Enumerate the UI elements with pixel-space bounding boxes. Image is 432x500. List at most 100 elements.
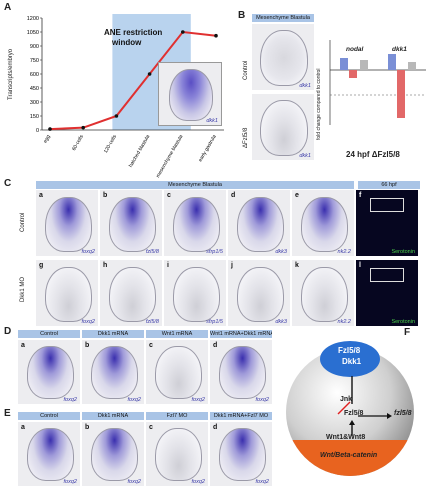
gene-label: nk2.2	[337, 319, 351, 325]
data-point	[214, 33, 218, 38]
embryo	[155, 428, 202, 481]
gene-label: foxq2	[81, 249, 95, 255]
gene-label: sfrp1/5	[206, 249, 223, 255]
serotonin-box	[370, 198, 404, 212]
gene-label: fzl5/8	[145, 249, 159, 255]
embryo-image-c: c foxq2	[146, 422, 208, 486]
embryo-image-c: c sfrp1/5	[164, 190, 226, 256]
sub-label: h	[103, 262, 108, 269]
sub-label: e	[295, 192, 299, 199]
panel-f-diagram	[286, 341, 414, 476]
embryo-image-b: b foxq2	[82, 340, 144, 404]
sub-label: l	[359, 262, 361, 269]
column-title: Dkk1 mRNA	[82, 412, 144, 420]
legend-dkk1: dkk1	[392, 46, 407, 53]
panel-f-jnk: Jnk	[340, 396, 353, 403]
panel-f-fzl58-gene: fzl5/8	[394, 410, 412, 417]
bar-nodal-fzl	[349, 70, 357, 78]
gene-label: foxq2	[81, 319, 95, 325]
embryo	[27, 346, 74, 399]
gene-label: foxq2	[255, 397, 269, 403]
panel-b-gene-1: dkk1	[299, 83, 311, 89]
column-title: Wnt1 mRNA+Dkk1 mRNA	[210, 330, 272, 338]
series-line	[49, 30, 217, 131]
column-title: Wnt1 mRNA	[146, 330, 208, 338]
embryo-image-h: h fzl5/8	[100, 260, 162, 326]
panel-a-inset: dkk1	[158, 62, 222, 126]
embryo-image-a: a foxq2	[18, 422, 80, 486]
embryo-image-c: c foxq2	[146, 340, 208, 404]
gene-label: nk2.2	[337, 249, 351, 255]
window-label-line1: ANE restriction	[104, 28, 163, 37]
panel-b-chart-ylabel: fold change compared to control	[316, 68, 322, 140]
bar-dkk1-ref	[408, 62, 416, 70]
panel-c-header: Mesenchyme Blastula	[36, 181, 354, 189]
sub-label: a	[21, 424, 25, 431]
embryo-image-b: b fzl5/8	[100, 190, 162, 256]
sub-label: c	[167, 192, 171, 199]
embryo-image-i: i sfrp1/5	[164, 260, 226, 326]
embryo	[173, 197, 220, 252]
ane-domain	[320, 341, 380, 377]
y-tick-label: 1200	[27, 16, 39, 22]
x-tick-label: 120-cells	[103, 134, 118, 155]
gene-label: foxq2	[191, 479, 205, 485]
inset-gene-label: dkk1	[206, 118, 218, 124]
data-point	[114, 114, 119, 118]
panel-c-row1-label: Control	[20, 212, 26, 232]
gene-label: foxq2	[127, 397, 141, 403]
panel-c-letter: C	[4, 178, 12, 189]
data-point	[48, 127, 52, 131]
legend-nodal: nodal	[346, 46, 364, 53]
embryo	[27, 428, 74, 481]
x-tick-label: early gastrula	[198, 134, 218, 163]
y-tick-label: 600	[30, 72, 39, 78]
embryo	[91, 428, 138, 481]
column-title: Dkk1 mRNA+Fzl7 MO	[210, 412, 272, 420]
sub-label: b	[85, 424, 90, 431]
gene-label: Serotonin	[391, 319, 415, 325]
x-tick-label: mesenchyme blastula	[155, 134, 184, 179]
panel-b-fzl-image: dkk1	[252, 94, 314, 160]
embryo	[219, 428, 266, 481]
embryo-image-e: e nk2.2	[292, 190, 354, 256]
sub-label: b	[103, 192, 108, 199]
data-point	[181, 30, 185, 34]
sub-label: d	[213, 342, 218, 349]
x-tick-label: egg	[42, 134, 51, 144]
panel-f-fzl58: Fzl5/8	[344, 410, 364, 417]
embryo	[45, 267, 92, 322]
panel-b-letter: B	[238, 10, 246, 21]
embryo	[45, 197, 92, 252]
sub-label: a	[21, 342, 25, 349]
embryo	[301, 197, 348, 252]
embryo-image-d: d foxq2	[210, 340, 272, 404]
gene-label: sfrp1/5	[206, 319, 223, 325]
panel-c-header-66hpf: 66 hpf	[358, 181, 420, 189]
column-title: Control	[18, 330, 80, 338]
panel-f-wnt: Wnt1&Wnt8	[326, 434, 366, 441]
bar-dkk1-control	[388, 54, 396, 70]
gene-label: Serotonin	[391, 249, 415, 255]
wnt-domain	[286, 440, 414, 476]
embryo-image-d: d foxq2	[210, 422, 272, 486]
y-tick-label: 300	[30, 100, 39, 106]
gene-label: foxq2	[63, 397, 77, 403]
column-title: Dkk1 mRNA	[82, 330, 144, 338]
y-tick-label: 1050	[27, 30, 39, 36]
embryo-image-g: g foxq2	[36, 260, 98, 326]
gene-label: foxq2	[63, 479, 77, 485]
serotonin-box	[370, 268, 404, 282]
embryo	[155, 346, 202, 399]
gene-label: dkk3	[275, 249, 287, 255]
panel-f-letter: F	[404, 327, 411, 338]
gene-label: foxq2	[191, 397, 205, 403]
embryo	[109, 197, 156, 252]
embryo	[219, 346, 266, 399]
sub-label: a	[39, 192, 43, 199]
embryo	[237, 267, 284, 322]
embryo-image-k: k nk2.2	[292, 260, 354, 326]
embryo-image-a: a foxq2	[36, 190, 98, 256]
panel-b-header: Mesenchyme Blastula	[252, 14, 314, 22]
gene-label: fzl5/8	[145, 319, 159, 325]
